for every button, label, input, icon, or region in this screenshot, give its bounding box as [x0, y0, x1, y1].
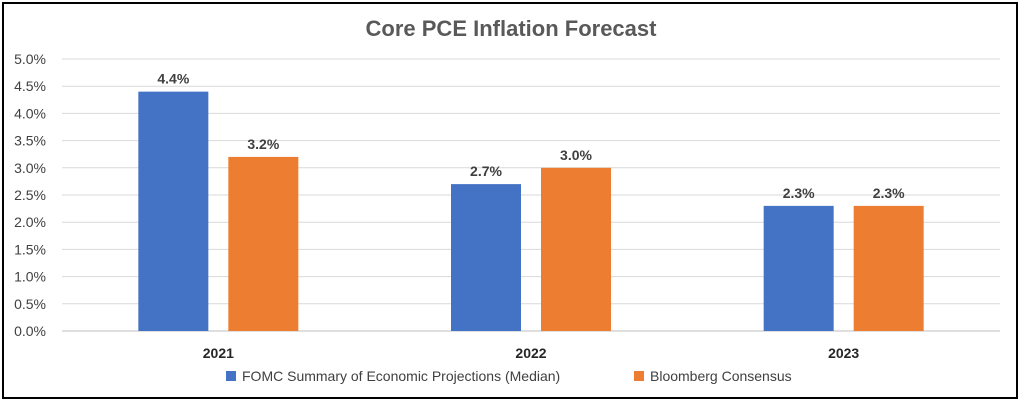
- bar: [451, 184, 521, 331]
- bars: 4.4% 3.2% 2.7% 3.0% 2.3% 2.3%: [138, 71, 924, 331]
- y-tick-label: 1.5%: [14, 241, 46, 257]
- bar: [228, 156, 299, 331]
- legend-label: FOMC Summary of Economic Projections (Me…: [242, 368, 560, 384]
- bar: [763, 205, 834, 331]
- legend-swatch: [634, 371, 644, 381]
- gridlines: [62, 58, 1000, 332]
- data-label: 2.3%: [783, 185, 815, 201]
- data-label: 3.2%: [247, 136, 279, 152]
- y-tick-label: 1.0%: [14, 269, 46, 285]
- bar: [541, 167, 611, 331]
- y-tick-label: 5.0%: [14, 51, 46, 67]
- y-tick-label: 0.0%: [14, 323, 46, 339]
- y-axis-ticks: 0.0% 0.5% 1.0% 1.5% 2.0% 2.5% 3.0% 3.5% 4.0% 4.5%…: [14, 51, 46, 339]
- data-label: 2.3%: [873, 185, 905, 201]
- y-tick-label: 3.5%: [14, 133, 46, 149]
- x-tick-label: 2023: [828, 345, 859, 361]
- bar: [853, 205, 924, 331]
- x-tick-label: 2022: [515, 345, 546, 361]
- legend-label: Bloomberg Consensus: [650, 368, 792, 384]
- y-tick-label: 3.0%: [14, 160, 46, 176]
- x-tick-label: 2021: [203, 345, 234, 361]
- y-tick-label: 2.0%: [14, 214, 46, 230]
- y-tick-label: 4.0%: [14, 105, 46, 121]
- legend: FOMC Summary of Economic Projections (Me…: [226, 368, 792, 384]
- data-label: 3.0%: [560, 147, 592, 163]
- y-tick-label: 4.5%: [14, 78, 46, 94]
- y-tick-label: 0.5%: [14, 296, 46, 312]
- data-label: 2.7%: [470, 163, 502, 179]
- data-label: 4.4%: [157, 71, 189, 87]
- chart-title: Core PCE Inflation Forecast: [366, 16, 658, 41]
- legend-swatch: [226, 371, 236, 381]
- bar: [138, 91, 209, 331]
- x-axis-ticks: 2021 2022 2023: [203, 345, 860, 361]
- y-tick-label: 2.5%: [14, 187, 46, 203]
